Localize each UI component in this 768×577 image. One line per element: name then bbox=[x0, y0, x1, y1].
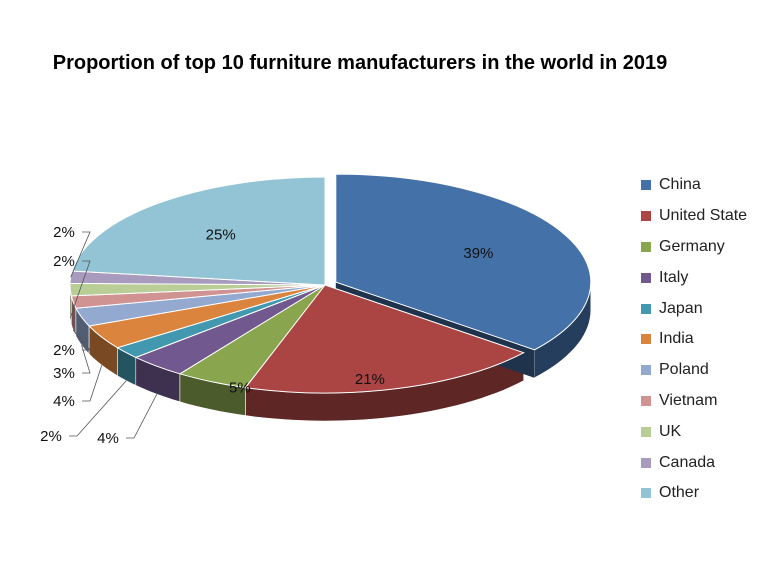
leader-line-canada bbox=[70, 231, 91, 278]
legend-label: Poland bbox=[659, 361, 709, 379]
legend-item-italy: Italy bbox=[641, 262, 747, 293]
legend-swatch bbox=[641, 365, 651, 376]
legend-item-germany: Germany bbox=[641, 232, 747, 263]
data-label-india: 4% bbox=[53, 393, 75, 410]
leader-line-india bbox=[82, 365, 103, 402]
legend-swatch bbox=[641, 211, 651, 222]
legend-label: Japan bbox=[659, 299, 703, 317]
leader-line-vietnam bbox=[72, 329, 91, 351]
legend-swatch bbox=[641, 426, 651, 437]
legend-swatch bbox=[641, 488, 651, 499]
legend-item-uk: UK bbox=[641, 416, 747, 447]
data-label-japan: 2% bbox=[40, 428, 62, 445]
legend-item-united-state: United State bbox=[641, 201, 747, 232]
legend-swatch bbox=[641, 272, 651, 283]
chart-title: Proportion of top 10 furniture manufactu… bbox=[52, 52, 668, 74]
legend: China United State Germany Italy Japan India P… bbox=[641, 170, 747, 509]
legend-swatch bbox=[641, 303, 651, 314]
legend-item-china: China bbox=[641, 170, 747, 201]
data-label-poland: 3% bbox=[53, 365, 75, 382]
data-label-uk: 2% bbox=[53, 253, 75, 270]
legend-label: China bbox=[659, 176, 701, 194]
legend-swatch bbox=[641, 395, 651, 406]
legend-item-vietnam: Vietnam bbox=[641, 386, 747, 417]
legend-label: Italy bbox=[659, 268, 689, 286]
data-label-other: 25% bbox=[206, 227, 236, 244]
legend-label: Germany bbox=[659, 237, 725, 255]
data-label-vietnam: 2% bbox=[53, 342, 75, 359]
legend-label: Canada bbox=[659, 453, 716, 471]
legend-swatch bbox=[641, 334, 651, 345]
legend-label: UK bbox=[659, 422, 682, 440]
pie-slice-united-state[interactable] bbox=[244, 284, 525, 394]
data-label-china: 39% bbox=[463, 245, 493, 262]
data-label-canada: 2% bbox=[53, 224, 75, 241]
legend-label: United State bbox=[659, 207, 748, 225]
data-label-italy: 4% bbox=[97, 430, 119, 447]
leader-line-italy bbox=[126, 394, 158, 439]
data-label-germany: 5% bbox=[229, 380, 251, 397]
data-label-united-state: 21% bbox=[355, 371, 385, 388]
legend-label: Other bbox=[659, 484, 700, 502]
legend-label: Vietnam bbox=[659, 391, 718, 409]
legend-swatch bbox=[641, 180, 651, 191]
legend-item-other: Other bbox=[641, 478, 747, 509]
pie-slice-china[interactable] bbox=[335, 173, 592, 351]
legend-item-poland: Poland bbox=[641, 355, 747, 386]
legend-label: India bbox=[659, 330, 694, 348]
legend-swatch bbox=[641, 241, 651, 252]
leader-line-uk bbox=[69, 260, 91, 318]
legend-swatch bbox=[641, 457, 651, 468]
pie-slice-other[interactable] bbox=[71, 176, 326, 286]
legend-item-japan: Japan bbox=[641, 293, 747, 324]
leader-line-japan bbox=[69, 380, 127, 437]
leader-line-poland bbox=[81, 345, 91, 374]
legend-item-india: India bbox=[641, 324, 747, 355]
legend-item-canada: Canada bbox=[641, 447, 747, 478]
